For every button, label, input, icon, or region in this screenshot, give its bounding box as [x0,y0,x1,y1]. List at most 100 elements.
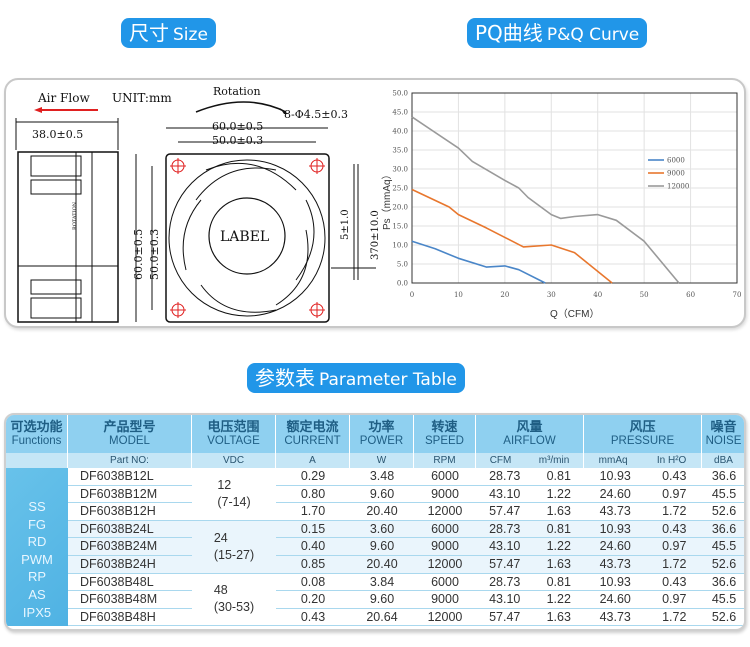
legend-label: 9000 [667,170,685,178]
power-cell: 9.60 [350,486,414,504]
pressure-cell: 43.73 1.72 [584,503,702,521]
pressure-cell: 10.93 0.43 [584,520,702,539]
unit-model: Part NO: [68,453,192,468]
legend-label: 6000 [667,157,685,165]
model-cell: DF6038B48L [68,574,192,592]
header-power: 功率 POWER [350,415,414,453]
current-cell: 0.20 [276,591,350,609]
speed-cell: 12000 [414,609,476,627]
strip-dimension: 5±1.0 [340,209,351,240]
unit-noise: dBA [702,453,744,468]
x-tick-label: 70 [733,291,742,299]
unit-pressure: mmAq In H²O [584,453,702,468]
speed-cell: 12000 [414,503,476,521]
pq-curve-chart: 0.0 5.0 10.0 15.0 20.0 25.0 30.0 35.0 40.0 45.0 50… [381,90,742,321]
side-rotation-text: ROTATION [72,201,78,230]
model-cell: DF6038B24M [68,538,192,556]
header-functions: 可选功能 Functions [6,415,68,453]
x-tick-label: 60 [686,291,695,299]
table-heading-cn: 参数表 [255,366,315,390]
current-cell: 0.40 [276,538,350,556]
rotation-label: Rotation [213,85,261,98]
hole-height-dimension: 50.0±0.3 [148,229,161,280]
header-speed: 转速 SPEED [414,415,476,453]
unit-voltage: VDC [192,453,276,468]
airflow-label: Air Flow [37,91,90,105]
power-cell: 20.40 [350,503,414,521]
speed-cell: 6000 [414,520,476,539]
noise-cell: 36.6 [702,520,744,539]
x-tick-label: 50 [640,291,649,299]
current-cell: 0.80 [276,486,350,504]
noise-cell: 36.6 [702,468,744,486]
y-tick-label: 0.0 [397,280,408,288]
x-tick-label: 10 [454,291,463,299]
voltage-cell: 48 (30-53) [192,574,276,627]
pressure-cell: 10.93 0.43 [584,574,702,592]
unit-speed: RPM [414,453,476,468]
outer-height-dimension: 60.0±0.5 [132,229,145,280]
airflow-cell: 43.10 1.22 [476,591,584,609]
current-cell: 0.29 [276,468,350,486]
current-cell: 0.15 [276,520,350,539]
hole-dimension: 8-Φ4.5±0.3 [284,108,348,121]
header-noise: 噪音 NOISE [702,415,744,453]
noise-cell: 52.6 [702,555,744,574]
curve-heading: PQ曲线 P&Q Curve [467,18,648,48]
model-cell: DF6038B48H [68,609,192,627]
voltage-cell: 24 (15-27) [192,520,276,574]
curve-heading-cn: PQ曲线 [475,21,543,45]
current-cell: 0.43 [276,609,350,627]
spec-panel [4,78,746,328]
curve-heading-en: P&Q Curve [546,25,640,45]
noise-cell: 52.6 [702,609,744,627]
header-model: 产品型号 MODEL [68,415,192,453]
pressure-cell: 43.73 1.72 [584,609,702,627]
header-current: 额定电流 CURRENT [276,415,350,453]
x-tick-label: 20 [500,291,509,299]
y-tick-label: 35.0 [392,147,408,155]
speed-cell: 6000 [414,468,476,486]
table-heading: 参数表 Parameter Table [247,363,465,393]
size-heading-cn: 尺寸 [129,21,169,45]
speed-cell: 9000 [414,486,476,504]
pressure-cell: 24.60 0.97 [584,486,702,504]
noise-cell: 45.5 [702,486,744,504]
outer-width-dimension: 60.0±0.5 [212,120,263,133]
chart-legend: 6000 9000 12000 [648,157,689,191]
y-axis-label: Ps（mmAq） [381,169,393,230]
current-cell: 1.70 [276,503,350,521]
hole-spacing-dimension: 50.0±0.3 [212,134,263,147]
pressure-cell: 24.60 0.97 [584,538,702,556]
header-voltage: 电压范围 VOLTAGE [192,415,276,453]
power-cell: 20.64 [350,609,414,627]
unit-airflow: CFM m³/min [476,453,584,468]
x-tick-label: 30 [547,291,556,299]
y-tick-label: 10.0 [392,242,408,250]
noise-cell: 52.6 [702,503,744,521]
power-cell: 9.60 [350,538,414,556]
noise-cell: 45.5 [702,538,744,556]
series-9000-line [411,188,613,284]
unit-current: A [276,453,350,468]
current-cell: 0.08 [276,574,350,592]
power-cell: 3.60 [350,520,414,539]
airflow-cell: 57.47 1.63 [476,503,584,521]
speed-cell: 12000 [414,555,476,574]
airflow-cell: 43.10 1.22 [476,486,584,504]
noise-cell: 36.6 [702,574,744,592]
series-12000-line [411,116,680,284]
power-cell: 3.84 [350,574,414,592]
power-cell: 3.48 [350,468,414,486]
table-heading-en: Parameter Table [319,370,457,390]
parameter-table: 可选功能 Functions 产品型号 MODEL 电压范围 VOLTAGE 额定电流 CUR… [4,413,746,631]
speed-cell: 9000 [414,591,476,609]
unit-functions [6,453,68,468]
size-heading-en: Size [173,25,208,45]
dimension-drawing: Air Flow UNIT:mm Rotation 8-Φ4.5±0.3 38.… [15,85,381,323]
y-tick-label: 40.0 [392,128,408,136]
airflow-cell: 57.47 1.63 [476,609,584,627]
header-airflow: 风量 AIRFLOW [476,415,584,453]
airflow-cell: 57.47 1.63 [476,555,584,574]
speed-cell: 9000 [414,538,476,556]
